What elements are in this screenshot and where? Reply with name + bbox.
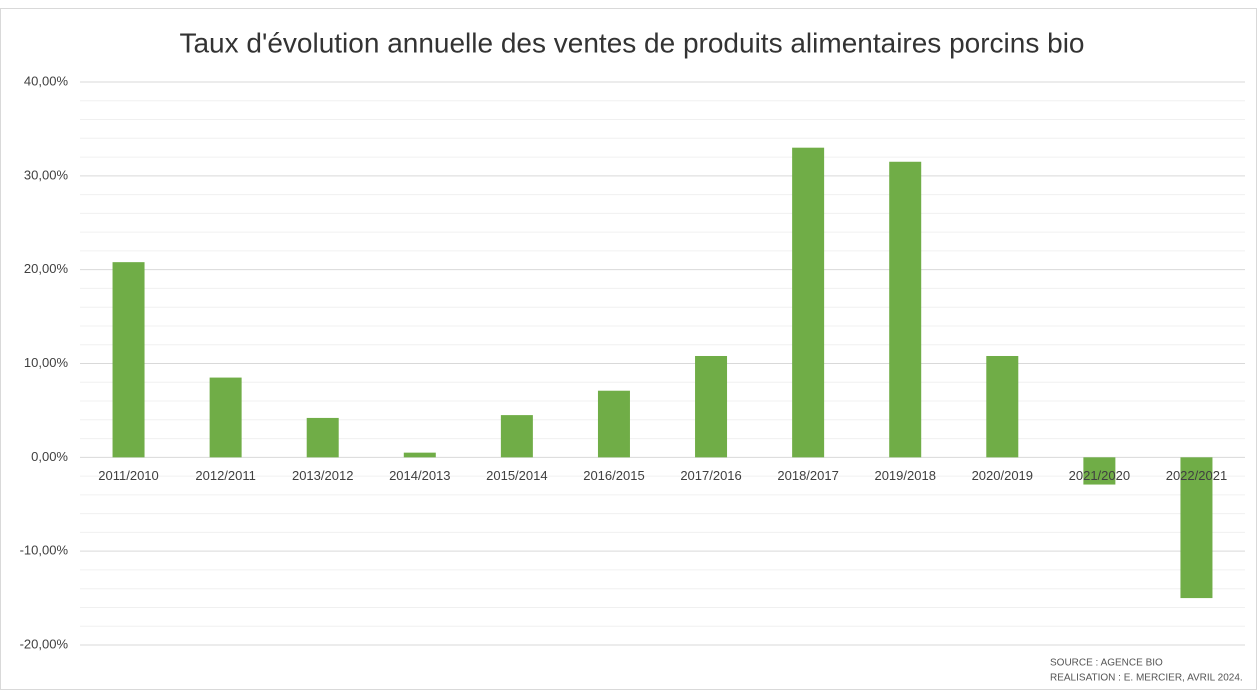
x-tick-label: 2021/2020 bbox=[1069, 468, 1130, 483]
bar bbox=[889, 161, 922, 458]
bar bbox=[986, 355, 1019, 458]
y-tick-label: 10,00% bbox=[24, 355, 69, 370]
x-tick-label: 2015/2014 bbox=[486, 468, 547, 483]
y-tick-label: 40,00% bbox=[24, 73, 69, 88]
bar bbox=[500, 415, 533, 458]
bar bbox=[597, 390, 630, 458]
y-tick-label: -20,00% bbox=[20, 636, 69, 651]
bar bbox=[403, 452, 436, 458]
x-tick-label: 2020/2019 bbox=[972, 468, 1033, 483]
bar bbox=[209, 377, 242, 458]
x-tick-label: 2012/2011 bbox=[195, 468, 256, 483]
bar bbox=[112, 262, 145, 458]
bar bbox=[306, 417, 339, 458]
x-tick-label: 2013/2012 bbox=[292, 468, 353, 483]
x-tick-label: 2011/2010 bbox=[98, 468, 159, 483]
x-tick-label: 2019/2018 bbox=[874, 468, 935, 483]
x-tick-label: 2022/2021 bbox=[1166, 468, 1227, 483]
y-tick-label: 20,00% bbox=[24, 261, 69, 276]
bar bbox=[1180, 457, 1213, 599]
source-note: SOURCE : AGENCE BIO bbox=[1050, 658, 1163, 669]
bar bbox=[792, 147, 825, 458]
chart-title: Taux d'évolution annuelle des ventes de … bbox=[179, 27, 1084, 58]
x-tick-label: 2018/2017 bbox=[777, 468, 838, 483]
y-tick-label: -10,00% bbox=[20, 543, 69, 558]
x-tick-label: 2014/2013 bbox=[389, 468, 450, 483]
y-tick-label: 0,00% bbox=[31, 449, 68, 464]
credit-note: REALISATION : E. MERCIER, AVRIL 2024. bbox=[1050, 673, 1243, 684]
bar bbox=[1083, 457, 1116, 485]
bar bbox=[695, 355, 728, 458]
x-tick-label: 2017/2016 bbox=[680, 468, 741, 483]
chart-frame bbox=[0, 8, 1257, 690]
y-tick-label: 30,00% bbox=[24, 167, 69, 182]
x-tick-label: 2016/2015 bbox=[583, 468, 644, 483]
